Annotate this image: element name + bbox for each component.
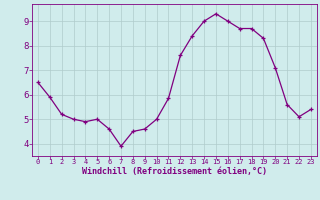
X-axis label: Windchill (Refroidissement éolien,°C): Windchill (Refroidissement éolien,°C) (82, 167, 267, 176)
